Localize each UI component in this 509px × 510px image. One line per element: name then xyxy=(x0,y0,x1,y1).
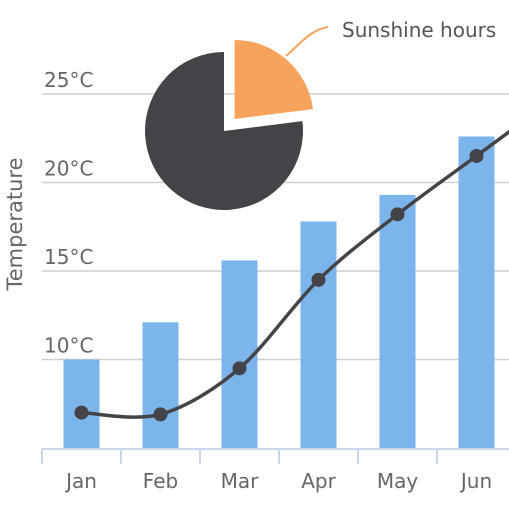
x-tick-label: Jun xyxy=(459,469,492,493)
y-tick-label: 10°C xyxy=(44,334,93,358)
x-axis xyxy=(41,448,509,464)
y-tick-label: 20°C xyxy=(44,157,93,181)
bar xyxy=(142,322,179,448)
x-tick-label: Mar xyxy=(221,469,260,493)
y-tick-label: 25°C xyxy=(44,68,93,92)
pie-connector xyxy=(285,26,329,57)
bar xyxy=(300,221,337,448)
line-point xyxy=(311,272,326,287)
pie-label: Sunshine hours xyxy=(342,18,496,42)
line-point xyxy=(232,361,247,376)
bar xyxy=(458,136,495,449)
pie-slice xyxy=(145,52,304,211)
x-tick-label: May xyxy=(377,469,419,493)
x-tick-label: Jan xyxy=(64,469,97,493)
pie-slice xyxy=(234,39,313,119)
line-point xyxy=(153,407,168,422)
line-point xyxy=(390,207,405,222)
line-point xyxy=(469,148,484,163)
x-tick-label: Apr xyxy=(301,469,336,493)
bar xyxy=(63,359,100,448)
line-point xyxy=(74,405,89,420)
x-tick-label: Feb xyxy=(143,469,178,493)
x-axis-labels: Jan Feb Mar Apr May Jun xyxy=(64,469,492,493)
pie-chart: Sunshine hours xyxy=(145,18,496,211)
y-tick-label: 15°C xyxy=(44,245,93,269)
bar xyxy=(379,194,416,448)
y-axis-labels: 10°C 15°C 20°C 25°C xyxy=(44,68,93,358)
y-axis-title: Temperature xyxy=(3,157,27,291)
line-series xyxy=(74,129,509,422)
